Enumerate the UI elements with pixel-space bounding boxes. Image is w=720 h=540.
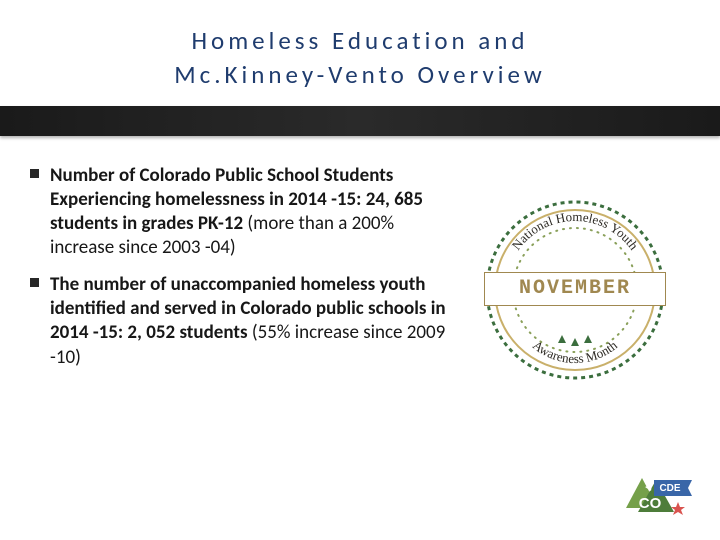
bullet-column: Number of Colorado Public School Student… [30,164,460,390]
badge-center-label: NOVEMBER [484,272,666,306]
logo-icon: CDE CO [618,468,694,522]
bullet-bold-lead: Number of Colorado Public School Student… [50,164,393,211]
slide-title-area: Homeless Education and Mc.Kinney-Vento O… [0,0,720,106]
awareness-badge: National Homeless Youth Awareness Month … [466,190,684,390]
logo-banner-text: CDE [659,483,680,494]
bullet-item: Number of Colorado Public School Student… [30,164,460,261]
logo-state-text: CO [639,495,662,512]
divider-bar [0,106,720,136]
svg-text:National Homeless Youth: National Homeless Youth [509,208,642,252]
title-line-2: Mc.Kinney-Vento Overview [174,59,545,90]
cde-logo: CDE CO [618,468,694,522]
slide-title: Homeless Education and Mc.Kinney-Vento O… [40,24,680,92]
bullet-item: The number of unaccompanied homeless you… [30,273,460,370]
title-line-1: Homeless Education and [191,25,528,56]
content-row: Number of Colorado Public School Student… [0,136,720,390]
badge-column: National Homeless Youth Awareness Month … [460,164,690,390]
badge-top-text: National Homeless Youth [509,208,642,252]
